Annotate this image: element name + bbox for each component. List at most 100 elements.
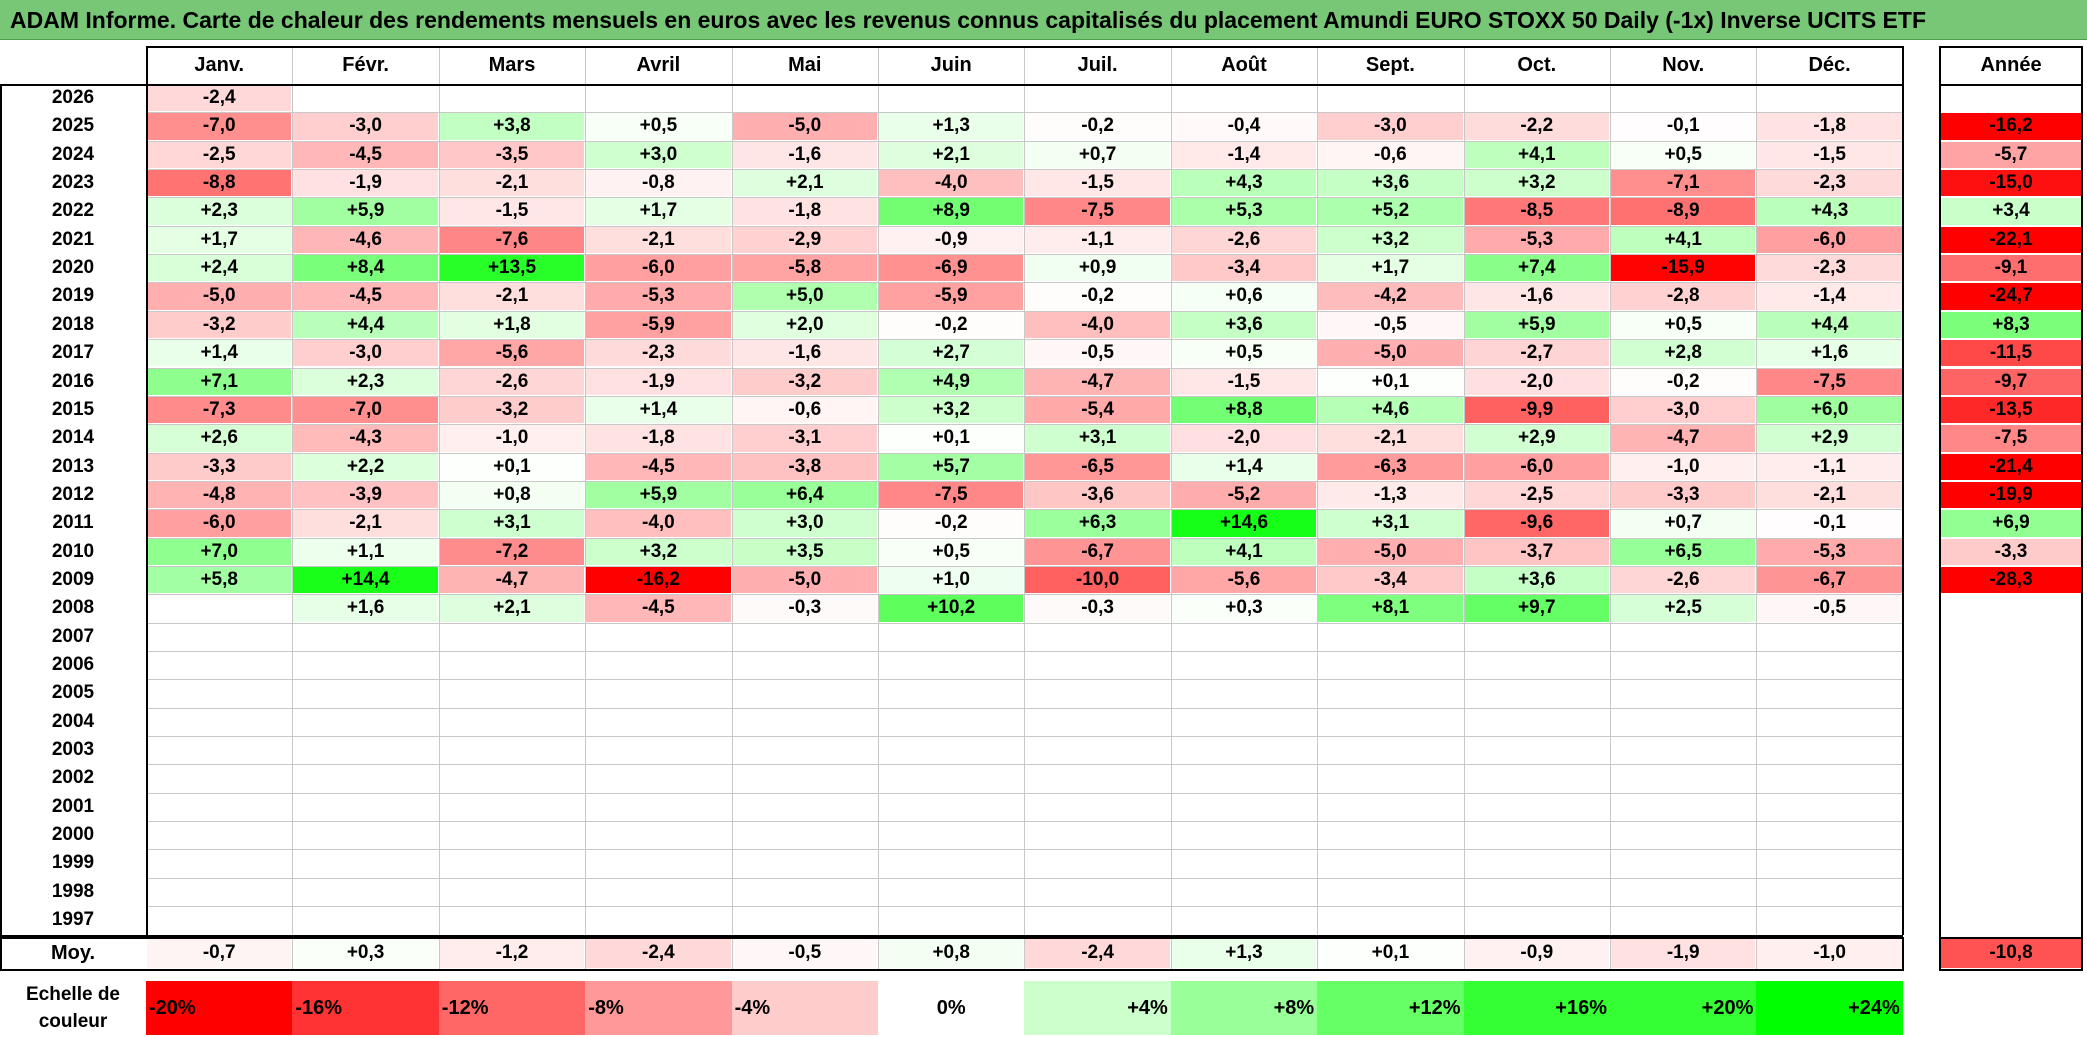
annual-cell: -24,7 (1940, 283, 2082, 310)
heatmap-cell (147, 680, 291, 706)
heatmap-cell: -2,0 (1171, 425, 1317, 452)
heatmap-cell: +3,6 (1318, 170, 1463, 197)
heatmap-cell (1025, 680, 1169, 706)
heatmap-cell (147, 595, 291, 621)
heatmap-cell (1318, 652, 1462, 678)
heatmap-cell (1611, 85, 1755, 111)
heatmap-cell: -2,0 (1464, 368, 1609, 395)
heatmap-cell: -0,1 (1611, 113, 1756, 140)
heatmap-cell (440, 737, 584, 763)
heatmap-cell: +0,9 (1025, 255, 1170, 282)
heatmap-cell (1611, 680, 1755, 706)
heatmap-cell (879, 652, 1023, 678)
heatmap-cell (147, 850, 291, 876)
heatmap-cell: -6,0 (1757, 226, 1902, 254)
heatmap-cell (1318, 765, 1462, 791)
heatmap-cell: -7,6 (439, 226, 585, 254)
heatmap-cell: +6,0 (1757, 396, 1902, 424)
gridline (878, 937, 879, 969)
table-border (1901, 46, 1904, 935)
heatmap-cell (879, 907, 1023, 933)
heatmap-cell: -9,9 (1464, 396, 1609, 424)
heatmap-cell: +0,7 (1611, 510, 1756, 537)
row-label-year: 2001 (51, 795, 95, 817)
heatmap-cell: -0,4 (1171, 113, 1317, 140)
heatmap-cell: -0,9 (879, 226, 1024, 254)
heatmap-cell: -1,9 (586, 368, 731, 395)
heatmap-cell (1465, 737, 1609, 763)
heatmap-cell: -2,1 (1318, 425, 1463, 452)
heatmap-cell: -1,9 (293, 170, 438, 197)
heatmap-cell (879, 624, 1023, 650)
color-scale-label: Echelle de couleur (0, 981, 146, 1035)
color-scale-swatch: +24% (1756, 981, 1903, 1035)
heatmap-cell: -1,4 (1757, 283, 1902, 310)
heatmap-cell: -0,5 (1025, 340, 1170, 367)
heatmap-cell: +4,6 (1318, 396, 1463, 424)
average-cell: -2,4 (586, 938, 731, 968)
average-cell: -2,4 (1025, 938, 1170, 968)
annual-cell: +6,9 (1940, 510, 2082, 537)
table-border (1939, 84, 2083, 86)
heatmap-cell (586, 680, 730, 706)
table-border (0, 84, 2, 935)
heatmap-cell (586, 652, 730, 678)
heatmap-cell (1757, 624, 1901, 650)
heatmap-cell (879, 822, 1023, 848)
heatmap-cell: +1,4 (147, 340, 292, 367)
heatmap-cell (733, 822, 877, 848)
row-label-year: 2009 (51, 568, 95, 590)
heatmap-cell: -4,7 (1611, 425, 1756, 452)
heatmap-cell (1318, 822, 1462, 848)
row-label-year: 2024 (51, 143, 95, 165)
row-label-year: 2023 (51, 172, 95, 194)
heatmap-cell: -3,1 (732, 425, 877, 452)
gridline (1756, 937, 1758, 969)
heatmap-cell: -2,6 (439, 368, 585, 395)
heatmap-cell: -4,7 (439, 566, 585, 594)
heatmap-cell: +6,4 (732, 481, 877, 509)
heatmap-cell: -5,3 (586, 283, 731, 310)
heatmap-cell (1025, 709, 1169, 735)
column-header-1: Janv. (194, 54, 245, 76)
heatmap-cell (1172, 652, 1316, 678)
gridline (1170, 46, 1172, 935)
heatmap-cell (293, 879, 437, 905)
average-cell: +0,8 (879, 938, 1024, 968)
heatmap-cell: +0,1 (439, 453, 585, 480)
heatmap-cell: -4,7 (1025, 368, 1170, 395)
annual-cell (1940, 850, 2082, 876)
row-label-year: 2010 (51, 540, 95, 562)
heatmap-cell (879, 794, 1023, 820)
table-border (2081, 46, 2083, 969)
heatmap-cell (1025, 652, 1169, 678)
heatmap-cell: +4,9 (879, 368, 1024, 395)
heatmap-cell: -0,5 (1757, 595, 1902, 622)
heatmap-cell: +3,2 (586, 538, 731, 565)
heatmap-cell (1025, 794, 1169, 820)
annual-cell (1940, 624, 2082, 650)
heatmap-cell (293, 765, 437, 791)
heatmap-cell: +4,3 (1757, 198, 1902, 225)
row-label-year: 2016 (51, 370, 95, 392)
heatmap-cell: +2,5 (1611, 595, 1756, 622)
heatmap-cell: +1,1 (293, 538, 438, 565)
heatmap-cell (733, 85, 877, 111)
heatmap-cell: -5,6 (1171, 566, 1317, 594)
heatmap-cell: -1,6 (732, 340, 877, 367)
heatmap-cell: +7,4 (1464, 255, 1609, 282)
heatmap-cell: -0,3 (732, 595, 877, 622)
heatmap-cell (1318, 879, 1462, 905)
heatmap-cell (1465, 794, 1609, 820)
heatmap-cell: -5,0 (732, 566, 877, 594)
heatmap-cell (1025, 822, 1169, 848)
heatmap-cell: -8,5 (1464, 198, 1609, 225)
heatmap-cell: +8,4 (293, 255, 438, 282)
heatmap-cell (1757, 737, 1901, 763)
heatmap-cell: -2,9 (732, 226, 877, 254)
heatmap-cell: -2,3 (1757, 170, 1902, 197)
row-label-year: 2021 (51, 228, 95, 250)
average-cell: -0,7 (147, 938, 292, 968)
annual-cell (1940, 737, 2082, 763)
heatmap-cell (1025, 879, 1169, 905)
